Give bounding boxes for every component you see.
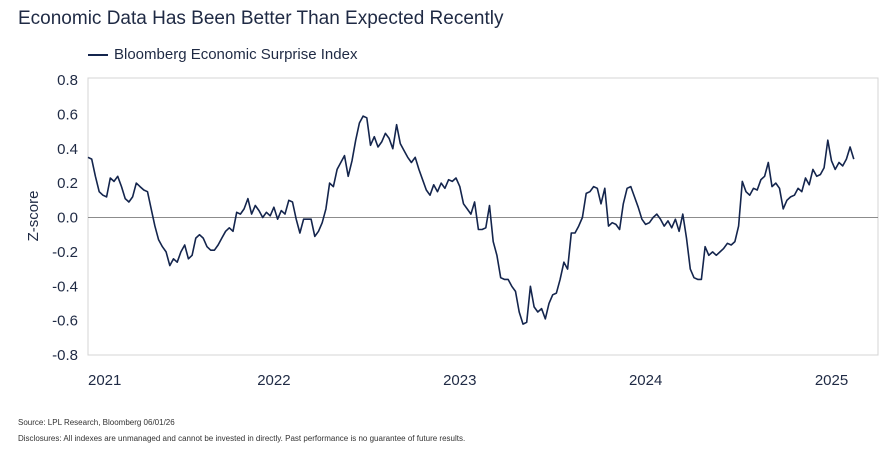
y-tick-label: 0.0	[57, 210, 78, 227]
series-group	[87, 115, 855, 325]
y-tick-label: -0.4	[52, 278, 78, 295]
x-tick-label: 2022	[257, 372, 290, 389]
y-tick-label: 0.6	[57, 106, 78, 123]
x-axis: 2021 2022 2023 2024 2025	[88, 372, 848, 389]
y-tick-label: -0.6	[52, 313, 78, 330]
plot-area-frame	[87, 77, 879, 356]
legend-label: Bloomberg Economic Surprise Index	[114, 46, 358, 63]
x-tick-label: 2023	[443, 372, 476, 389]
source-note: Source: LPL Research, Bloomberg 06/01/26	[18, 418, 175, 427]
x-tick-label: 2025	[815, 372, 848, 389]
disclosure-note: Disclosures: All indexes are unmanaged a…	[18, 434, 466, 443]
y-axis-label: Z-score	[25, 191, 42, 242]
legend: Bloomberg Economic Surprise Index	[88, 46, 357, 63]
y-tick-label: 0.4	[57, 141, 78, 158]
chart-title: Economic Data Has Been Better Than Expec…	[18, 8, 504, 29]
x-tick-label: 2024	[629, 372, 662, 389]
series-line	[87, 115, 855, 325]
y-tick-label: -0.8	[52, 347, 78, 364]
y-tick-label: 0.8	[57, 72, 78, 89]
legend-swatch	[88, 53, 108, 56]
x-tick-label: 2021	[88, 372, 121, 389]
y-tick-label: 0.2	[57, 175, 78, 192]
y-tick-label: -0.2	[52, 244, 78, 261]
y-axis: 0.8 0.6 0.4 0.2 0.0 -0.2 -0.4 -0.6 -0.8	[52, 72, 78, 364]
